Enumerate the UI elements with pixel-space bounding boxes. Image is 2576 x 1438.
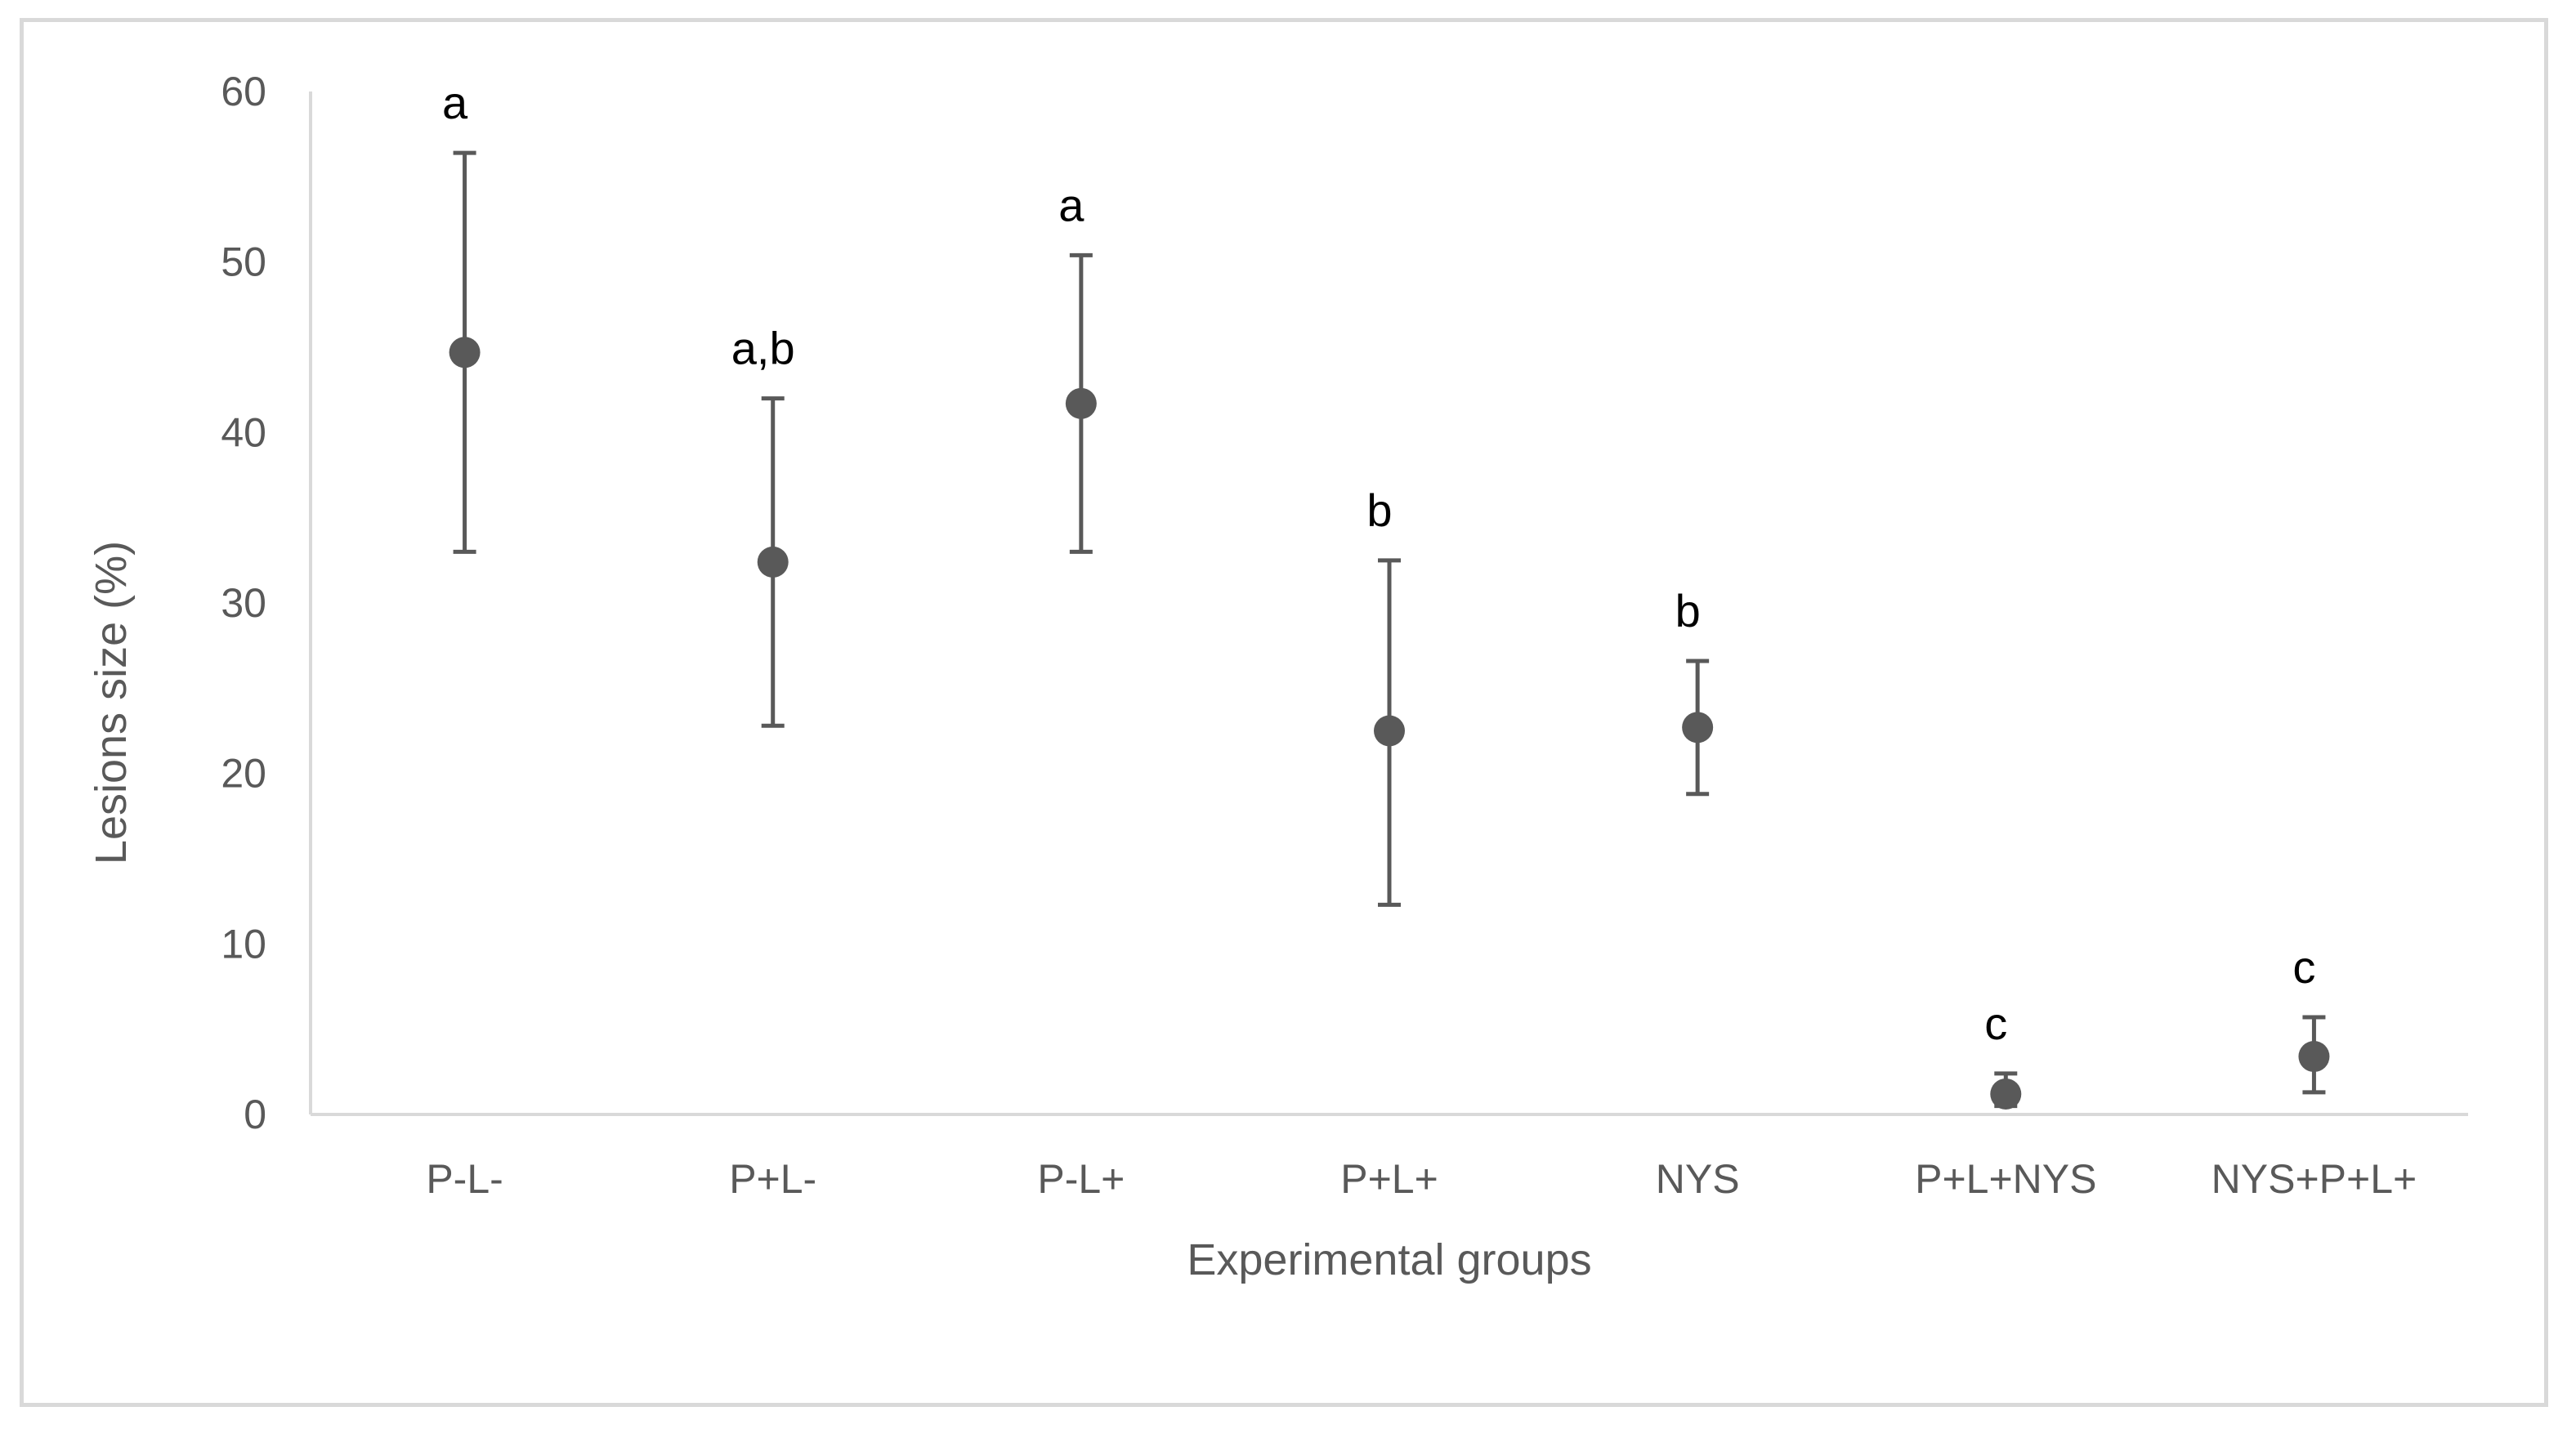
y-axis-title: Lesions size (%) — [87, 541, 136, 864]
y-tick-label-20: 20 — [221, 751, 266, 797]
data-point-0 — [449, 337, 481, 368]
x-tick-label-2: P-L+ — [1037, 1156, 1125, 1202]
y-axis: 0 10 20 30 40 50 60 — [221, 69, 312, 1137]
significance-letter-1: a,b — [731, 323, 795, 374]
significance-letter-3: b — [1366, 485, 1392, 536]
significance-letter-6: c — [2292, 941, 2315, 993]
significance-letters: a a,b a b b c c — [442, 77, 2315, 1049]
significance-letter-4: b — [1675, 585, 1701, 636]
data-point-5 — [1990, 1078, 2022, 1110]
error-bars — [453, 150, 2326, 1109]
data-point-1 — [757, 546, 789, 578]
y-tick-label-0: 0 — [244, 1092, 266, 1137]
y-tick-label-10: 10 — [221, 921, 266, 967]
x-tick-label-0: P-L- — [426, 1156, 503, 1202]
data-points — [449, 337, 2330, 1110]
y-tick-label-40: 40 — [221, 409, 266, 455]
x-axis: P-L- P+L- P-L+ P+L+ NYS P+L+NYS NYS+P+L+ — [311, 1113, 2468, 1202]
significance-letter-2: a — [1058, 179, 1085, 230]
x-tick-label-3: P+L+ — [1340, 1156, 1438, 1202]
data-point-2 — [1065, 387, 1097, 419]
x-axis-title: Experimental groups — [1187, 1235, 1591, 1284]
significance-letter-5: c — [1984, 998, 2007, 1049]
y-tick-label-30: 30 — [221, 580, 266, 626]
data-point-3 — [1374, 715, 1405, 747]
x-tick-label-1: P+L- — [729, 1156, 816, 1202]
significance-letter-0: a — [442, 77, 468, 128]
x-tick-label-4: NYS — [1656, 1156, 1740, 1202]
data-point-6 — [2298, 1041, 2330, 1073]
chart-frame — [20, 18, 2548, 1407]
y-tick-label-50: 50 — [221, 239, 266, 285]
y-tick-label-60: 60 — [221, 69, 266, 114]
x-tick-label-6: NYS+P+L+ — [2212, 1156, 2417, 1202]
x-tick-label-5: P+L+NYS — [1915, 1156, 2096, 1202]
data-point-4 — [1682, 712, 1714, 744]
